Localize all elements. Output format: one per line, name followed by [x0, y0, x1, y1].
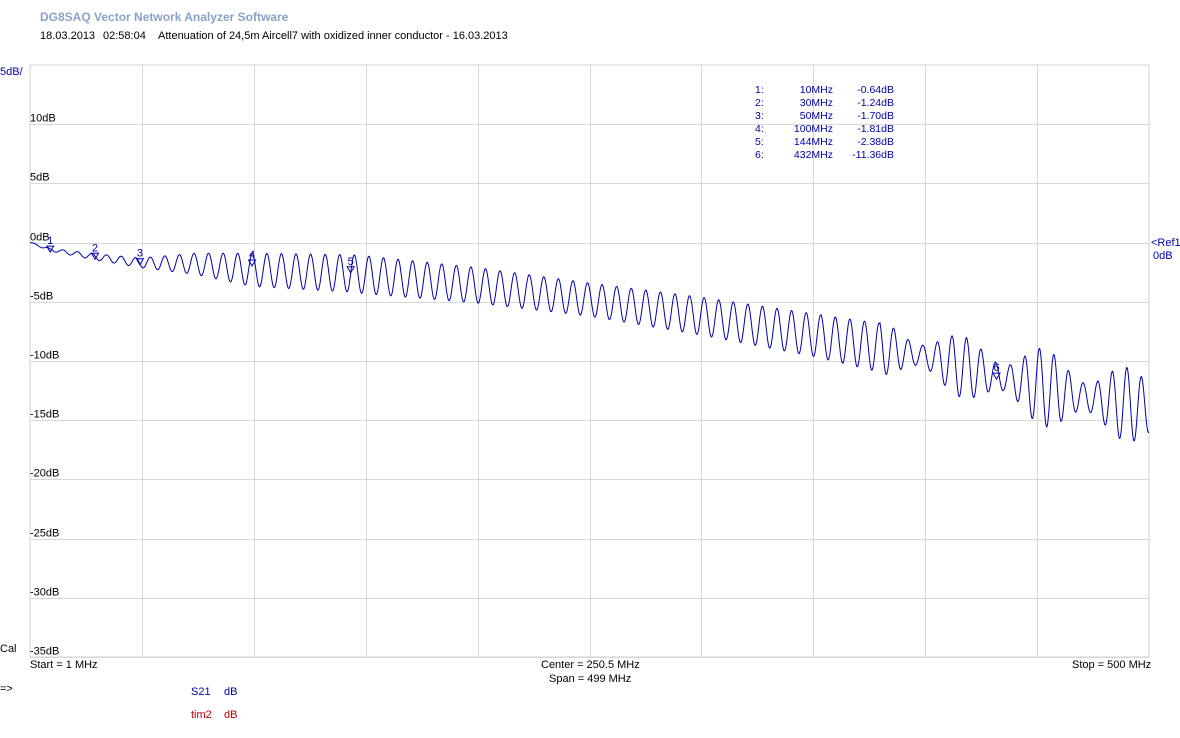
marker-label: 3: [137, 248, 143, 260]
marker-triangle: [346, 266, 356, 274]
ref-value: 0dB: [1153, 250, 1173, 262]
marker-frequency: 432MHz: [793, 149, 833, 161]
cal-label: Cal: [0, 643, 17, 655]
y-tick-label: -10dB: [30, 350, 59, 362]
marker-frequency: 30MHz: [799, 97, 833, 109]
marker-label: 5: [348, 256, 354, 268]
marker-number: 5:: [755, 136, 764, 148]
marker-value: -0.64dB: [857, 84, 894, 96]
marker-label: 1: [47, 235, 53, 247]
marker-frequency: 144MHz: [793, 136, 833, 148]
trace-unit-s21: dB: [224, 686, 238, 698]
scale-label: 5dB/: [0, 66, 23, 78]
s21-trace: [29, 242, 1150, 442]
y-tick-label: -5dB: [30, 291, 53, 303]
center-frequency: Center = 250.5 MHz: [541, 659, 640, 671]
marker-number: 1:: [755, 84, 764, 96]
start-frequency: Start = 1 MHz: [30, 659, 98, 671]
marker-value: -1.81dB: [857, 123, 894, 135]
marker-number: 4:: [755, 123, 764, 135]
marker-value: -1.70dB: [857, 110, 894, 122]
marker-value: -2.38dB: [857, 136, 894, 148]
marker-triangle: [90, 252, 100, 261]
marker-number: 6:: [755, 149, 764, 161]
marker-table: 1: 10MHz -0.64dB 2: 30MHz -1.24dB 3: 50M…: [755, 84, 894, 162]
header-date: 18.03.2013: [40, 30, 96, 42]
y-tick-label: -25dB: [30, 528, 59, 540]
prompt-arrow: =>: [0, 683, 13, 695]
marker-value: -11.36dB: [852, 149, 894, 161]
marker-frequency: 10MHz: [799, 84, 833, 96]
marker-row: 5: 144MHz -2.38dB: [755, 136, 894, 149]
marker-number: 3:: [755, 110, 764, 122]
marker-row: 1: 10MHz -0.64dB: [755, 84, 894, 97]
app-title: DG8SAQ Vector Network Analyzer Software: [40, 10, 289, 24]
y-tick-label: -15dB: [30, 409, 59, 421]
marker-label: 6: [994, 362, 1000, 374]
marker-row: 6: 432MHz -11.36dB: [755, 149, 894, 162]
y-tick-label: -20dB: [30, 468, 59, 480]
stop-frequency: Stop = 500 MHz: [1072, 659, 1152, 671]
marker-triangle: [135, 258, 145, 266]
marker-frequency: 100MHz: [793, 123, 833, 135]
ref-label: <Ref1: [1151, 237, 1180, 249]
marker-label: 2: [92, 242, 98, 254]
trace-unit-tim2: dB: [224, 709, 238, 721]
y-tick-label: -35dB: [30, 646, 59, 658]
marker-frequency: 50MHz: [799, 110, 833, 122]
trace-name-s21[interactable]: S21: [191, 686, 211, 698]
y-tick-label: -30dB: [30, 587, 59, 599]
trace-name-tim2[interactable]: tim2: [191, 709, 212, 721]
marker-row: 3: 50MHz -1.70dB: [755, 110, 894, 123]
y-tick-label: 5dB: [30, 172, 50, 184]
marker-triangle: [992, 372, 1001, 381]
marker-row: 4: 100MHz -1.81dB: [755, 123, 894, 136]
header-time: 02:58:04: [103, 30, 146, 42]
y-tick-label: 0dB: [30, 232, 50, 244]
marker-triangle: [45, 245, 55, 254]
marker-number: 2:: [755, 97, 764, 109]
marker-row: 2: 30MHz -1.24dB: [755, 97, 894, 110]
marker-triangle: [247, 259, 257, 268]
marker-label: 4: [249, 249, 255, 261]
marker-value: -1.24dB: [857, 97, 894, 109]
span-frequency: Span = 499 MHz: [549, 673, 632, 685]
header-description: Attenuation of 24,5m Aircell7 with oxidi…: [158, 30, 508, 42]
y-tick-label: 10dB: [30, 113, 56, 125]
